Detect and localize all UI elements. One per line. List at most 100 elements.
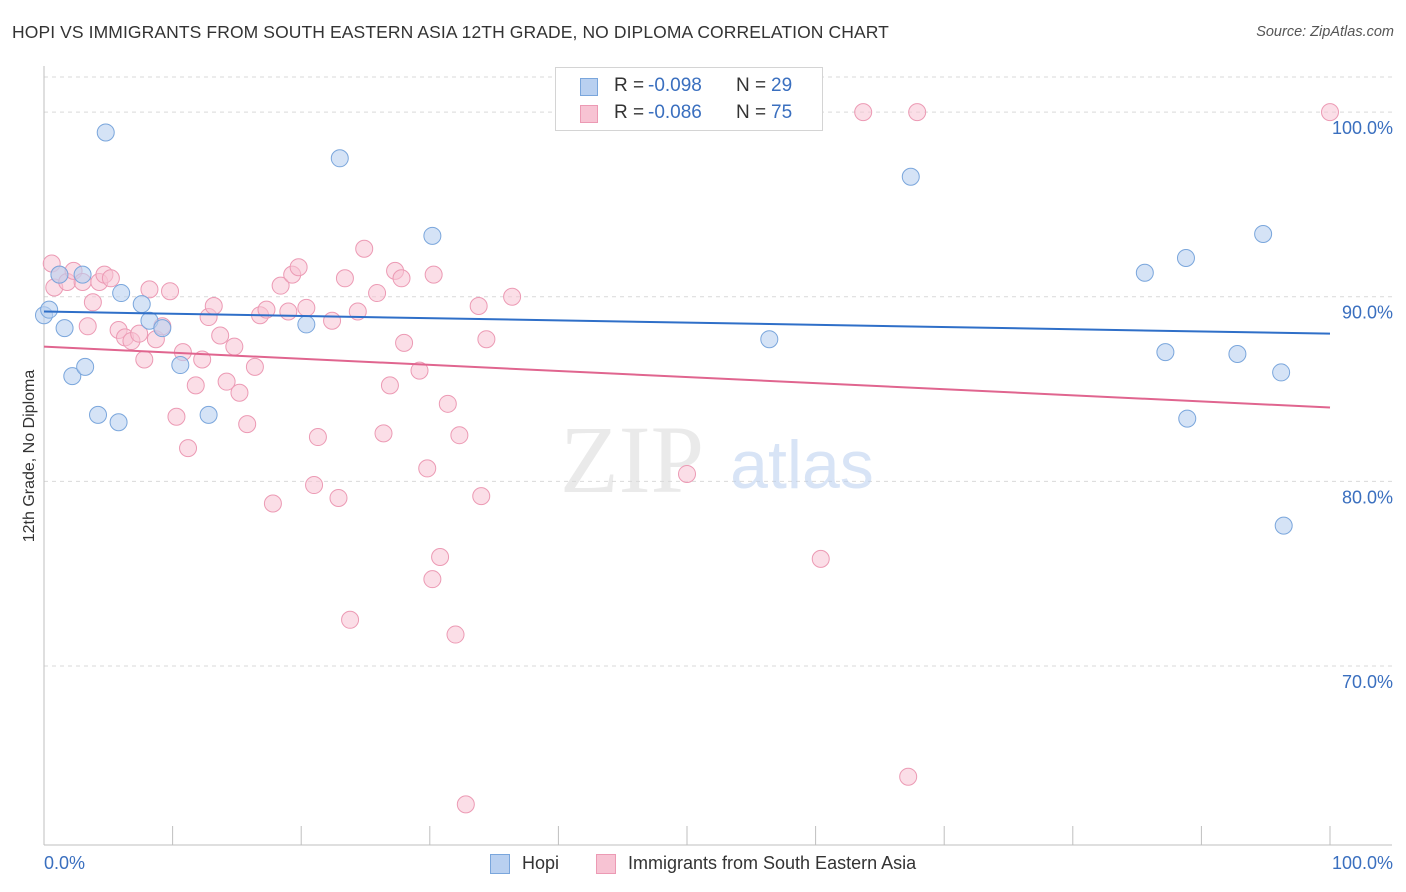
chart-title: HOPI VS IMMIGRANTS FROM SOUTH EASTERN AS… — [12, 22, 889, 42]
tick-labels: 70.0% 80.0% 90.0% 100.0% 0.0% 100.0% — [44, 118, 1393, 873]
hopi-point — [901, 167, 920, 186]
r-value: -0.098 — [648, 75, 702, 96]
sea-point — [908, 103, 927, 122]
correlation-stats-box: R = -0.098 N = 29 R = -0.086 N = 75 — [555, 67, 823, 131]
sea-point — [167, 407, 186, 426]
trend-lines — [43, 310, 1331, 409]
sea-point — [395, 333, 414, 352]
sea-point — [410, 361, 429, 380]
sea-point — [368, 284, 387, 303]
sea-point — [140, 280, 159, 299]
grid-lines — [44, 76, 1392, 667]
sea-point — [392, 269, 411, 288]
sea-point — [289, 258, 308, 277]
sea-point — [211, 326, 230, 345]
hopi-point — [1178, 409, 1197, 428]
hopi-point — [199, 405, 218, 424]
axes — [43, 66, 1392, 846]
sea-point — [341, 610, 360, 629]
hopi-point — [760, 330, 779, 349]
sea-point — [678, 464, 696, 483]
hopi-point — [1135, 263, 1154, 282]
y-tick-label: 90.0% — [1342, 303, 1393, 323]
hopi-point — [330, 149, 349, 168]
sea-point — [263, 494, 282, 513]
sea-point — [101, 269, 120, 288]
sea-point — [305, 476, 324, 495]
sea-point — [245, 357, 264, 376]
sea-point — [335, 269, 354, 288]
sea-point — [854, 103, 873, 122]
sea-point — [78, 317, 97, 336]
sea-point — [380, 376, 399, 395]
r-label: R = — [614, 102, 645, 123]
sea-point — [418, 459, 437, 478]
sea-point — [456, 795, 475, 814]
sea-point — [469, 296, 488, 315]
sea-point — [130, 324, 149, 343]
hopi-point — [76, 357, 95, 376]
hopi-point — [109, 413, 128, 432]
sea-point — [186, 376, 205, 395]
sea-point — [477, 330, 496, 349]
hopi-point — [1156, 343, 1175, 362]
hopi-point — [1176, 248, 1195, 267]
hopi-point — [89, 405, 108, 424]
legend-label-hopi: Hopi — [522, 853, 560, 873]
y-tick-label: 100.0% — [1332, 118, 1393, 138]
hopi-point — [96, 123, 115, 142]
sea-point — [83, 293, 102, 312]
hopi-point — [297, 315, 316, 334]
hopi-point — [1254, 224, 1273, 243]
watermark: ZIP atlas — [560, 406, 874, 513]
sea-point — [323, 311, 342, 330]
hopi-point — [1228, 344, 1247, 363]
hopi-point — [132, 295, 151, 314]
sea-point — [217, 372, 236, 391]
legend-label-sea: Immigrants from South Eastern Asia — [628, 853, 917, 873]
y-tick-label: 70.0% — [1342, 672, 1393, 692]
sea-point — [424, 265, 443, 284]
hopi-point — [171, 356, 190, 375]
sea-point — [161, 282, 180, 301]
sea-point — [297, 298, 316, 317]
hopi-point — [40, 300, 59, 319]
sea-point — [450, 426, 469, 445]
sea-point — [472, 487, 491, 506]
sea-point — [374, 424, 393, 443]
hopi-point — [50, 265, 69, 284]
r-value: -0.086 — [648, 102, 702, 123]
sea-point — [446, 625, 465, 644]
sea-point — [179, 439, 198, 458]
hopi-trend-line — [43, 310, 1331, 335]
sea-point — [423, 570, 442, 589]
hopi-point — [1272, 363, 1291, 382]
sea-point — [503, 287, 522, 306]
legend-swatch-hopi — [490, 854, 510, 874]
r-label: R = — [614, 75, 645, 96]
sea-point — [329, 488, 348, 507]
sea-point — [1321, 103, 1339, 122]
n-label: N = — [736, 75, 767, 96]
hopi-point — [63, 367, 82, 386]
watermark-zip: ZIP — [560, 406, 704, 513]
sea-point — [204, 296, 223, 315]
y-tick-label: 80.0% — [1342, 487, 1393, 507]
hopi-point — [423, 226, 442, 245]
x-tick-label: 100.0% — [1332, 853, 1393, 873]
sea-point — [279, 302, 298, 321]
sea-point — [899, 767, 918, 786]
sea-point — [348, 302, 367, 321]
sea-point — [238, 415, 257, 434]
x-tick-label: 0.0% — [44, 853, 85, 873]
legend-swatch-sea — [596, 854, 616, 874]
hopi-swatch — [580, 78, 598, 96]
n-value: 29 — [771, 75, 793, 96]
source-label: Source: ZipAtlas.com — [1256, 24, 1394, 40]
sea-point — [355, 239, 374, 258]
n-value: 75 — [771, 102, 793, 123]
watermark-atlas: atlas — [730, 427, 874, 503]
sea-point — [811, 549, 830, 568]
hopi-point — [55, 319, 74, 338]
sea-point — [257, 300, 276, 319]
